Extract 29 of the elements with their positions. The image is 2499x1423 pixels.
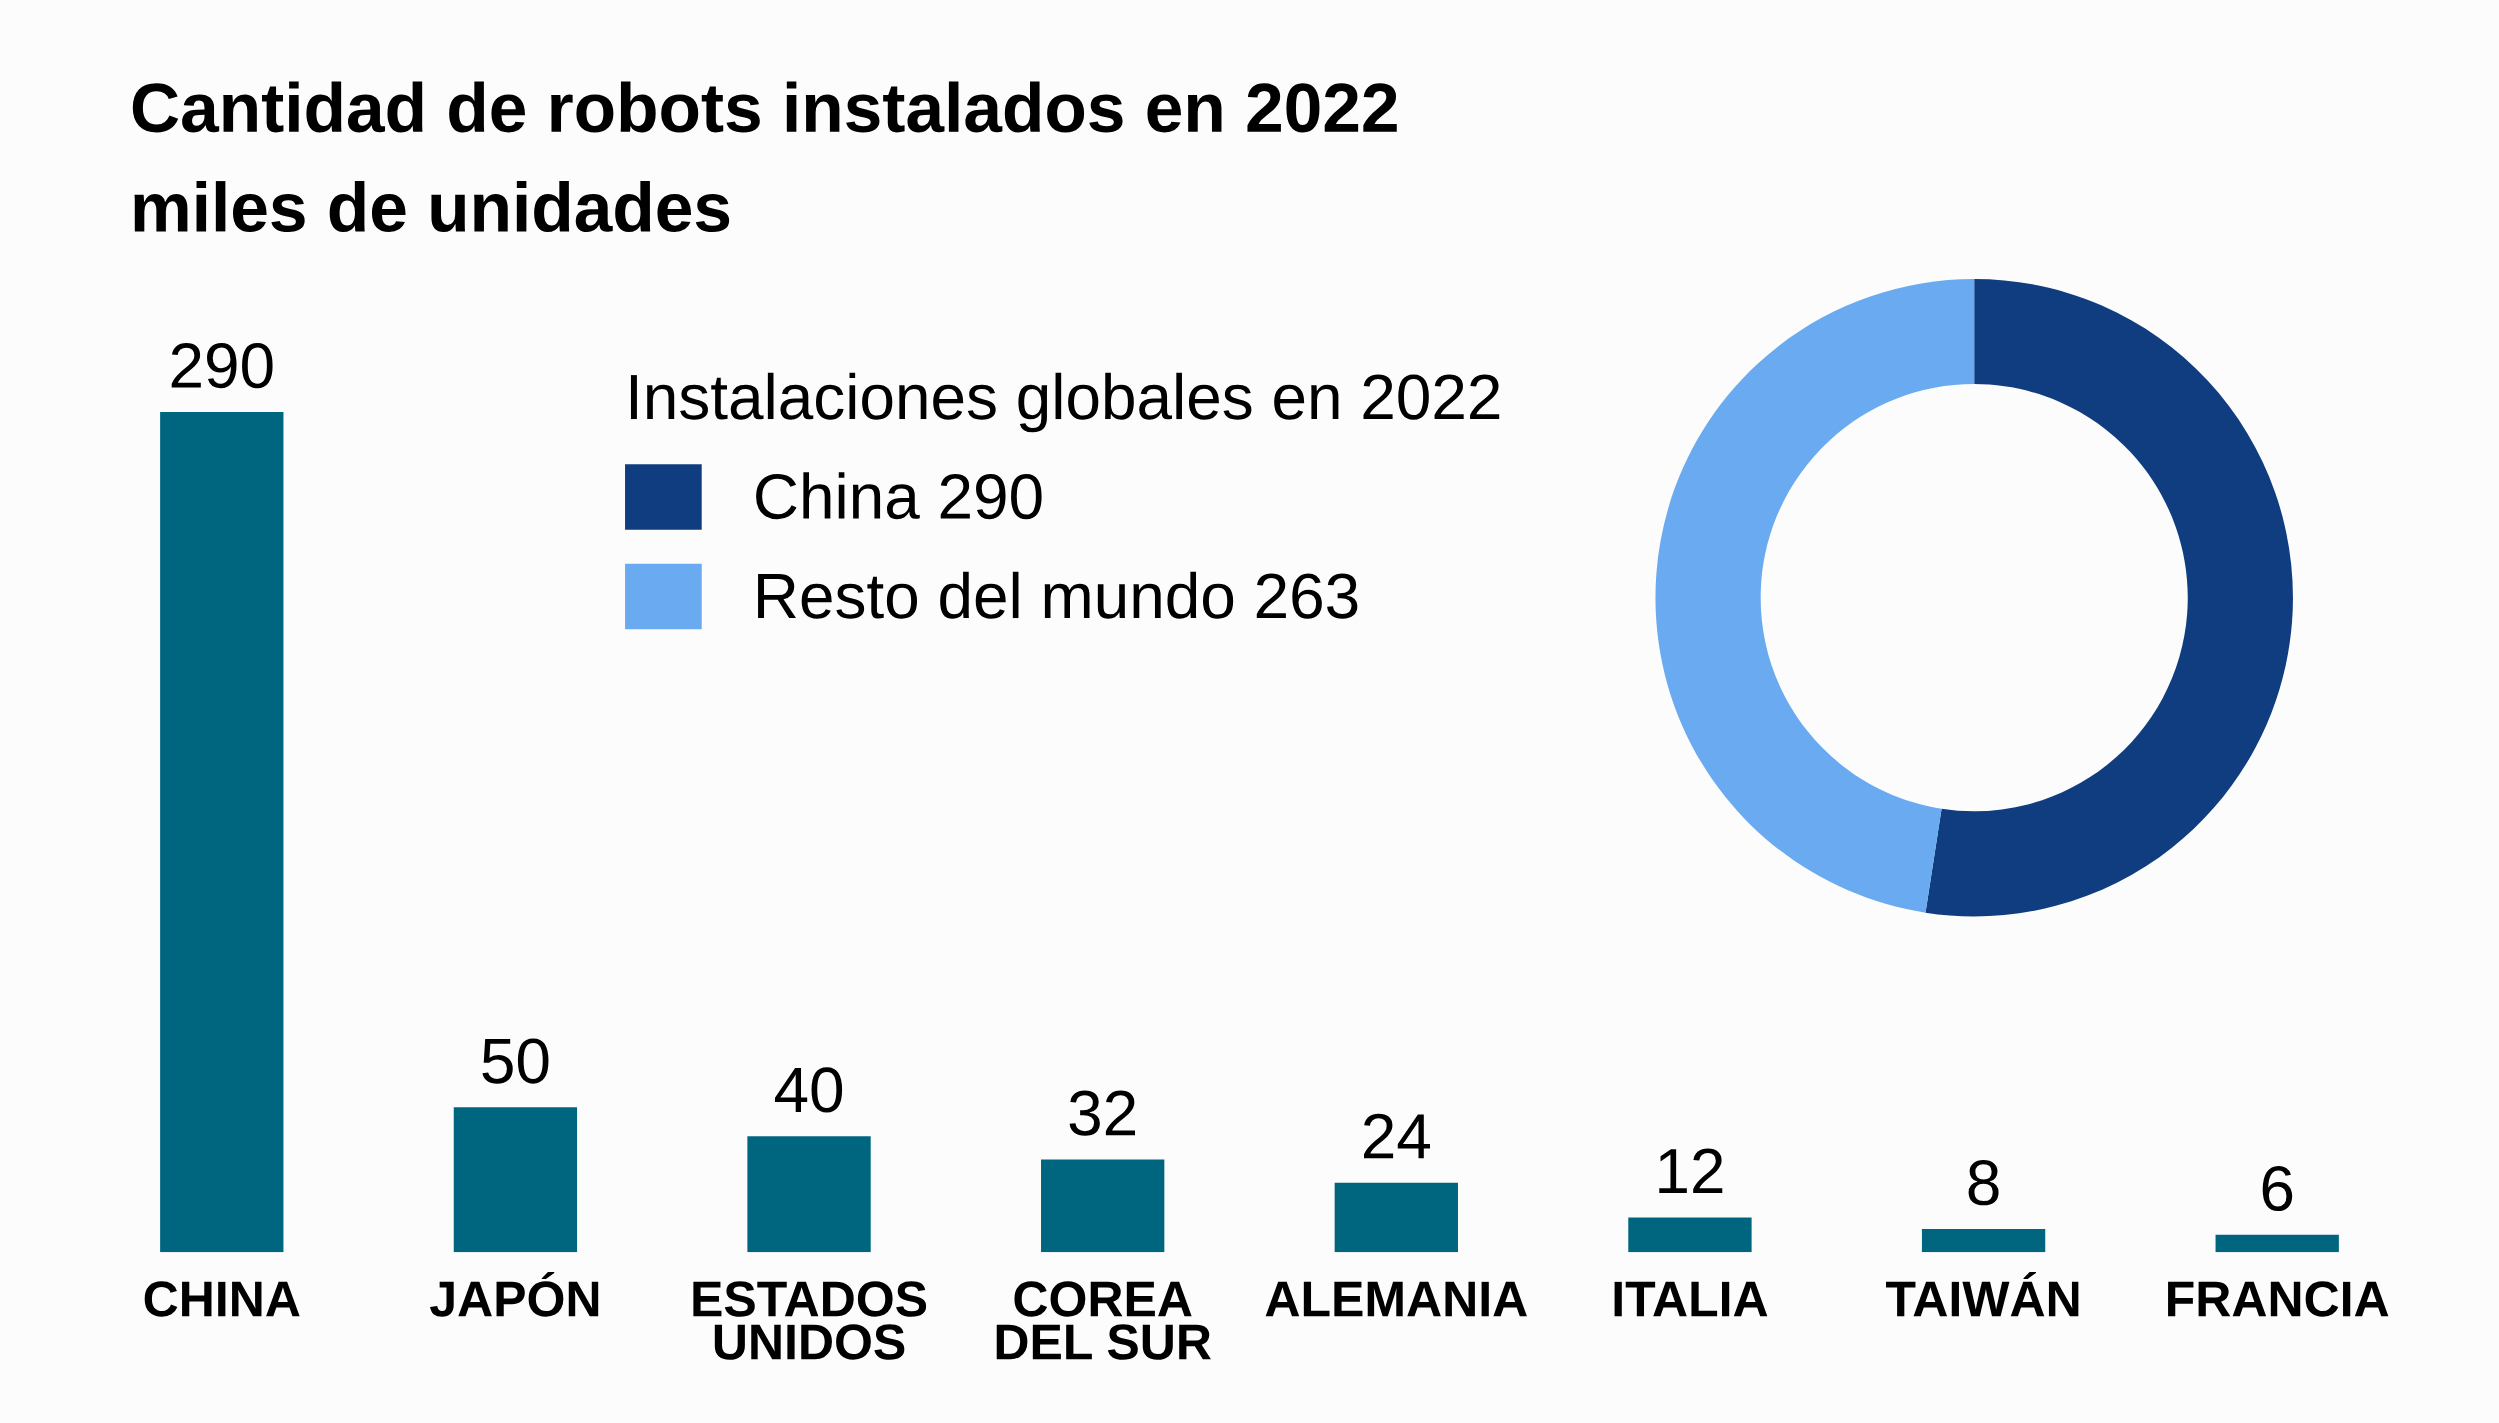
bar (160, 411, 284, 1253)
data-label: 50 (482, 1038, 549, 1084)
data-label: 12 (1659, 1148, 1723, 1194)
x-tick-label: CHINA (144, 1281, 300, 1317)
x-tick-label: COREA DEL SUR (996, 1281, 1211, 1360)
legend-label: Resto del mundo 263 (758, 571, 1358, 619)
legend-title: Instalaciones globales en 2022 (630, 372, 1500, 433)
x-tick-label: TAIWÁN (1886, 1271, 2079, 1317)
bar (1041, 1159, 1165, 1253)
x-tick-label: ESTADOS UNIDOS (693, 1281, 927, 1360)
data-label: 290 (171, 343, 273, 389)
data-label: 8 (1968, 1160, 1999, 1206)
bar (2215, 1234, 2339, 1253)
bar (747, 1136, 871, 1253)
x-tick-label: FRANCIA (2168, 1281, 2389, 1317)
x-tick-label: JAPÓN (430, 1271, 599, 1317)
data-label: 6 (2262, 1165, 2293, 1212)
x-tick-label: ITALIA (1614, 1281, 1768, 1317)
data-label: 40 (774, 1067, 843, 1113)
bar (453, 1107, 578, 1253)
bar (1921, 1229, 2046, 1253)
bar (1334, 1182, 1458, 1253)
legend-label: China 290 (756, 472, 1042, 520)
chart-subtitle: miles de unidades (134, 181, 730, 233)
bar (1628, 1217, 1752, 1253)
x-tick-label: ALEMANIA (1265, 1281, 1527, 1317)
data-label: 32 (1069, 1090, 1136, 1136)
data-label: 24 (1364, 1113, 1430, 1159)
chart-title: Cantidad de robots instalados en 2022 (132, 81, 1397, 133)
